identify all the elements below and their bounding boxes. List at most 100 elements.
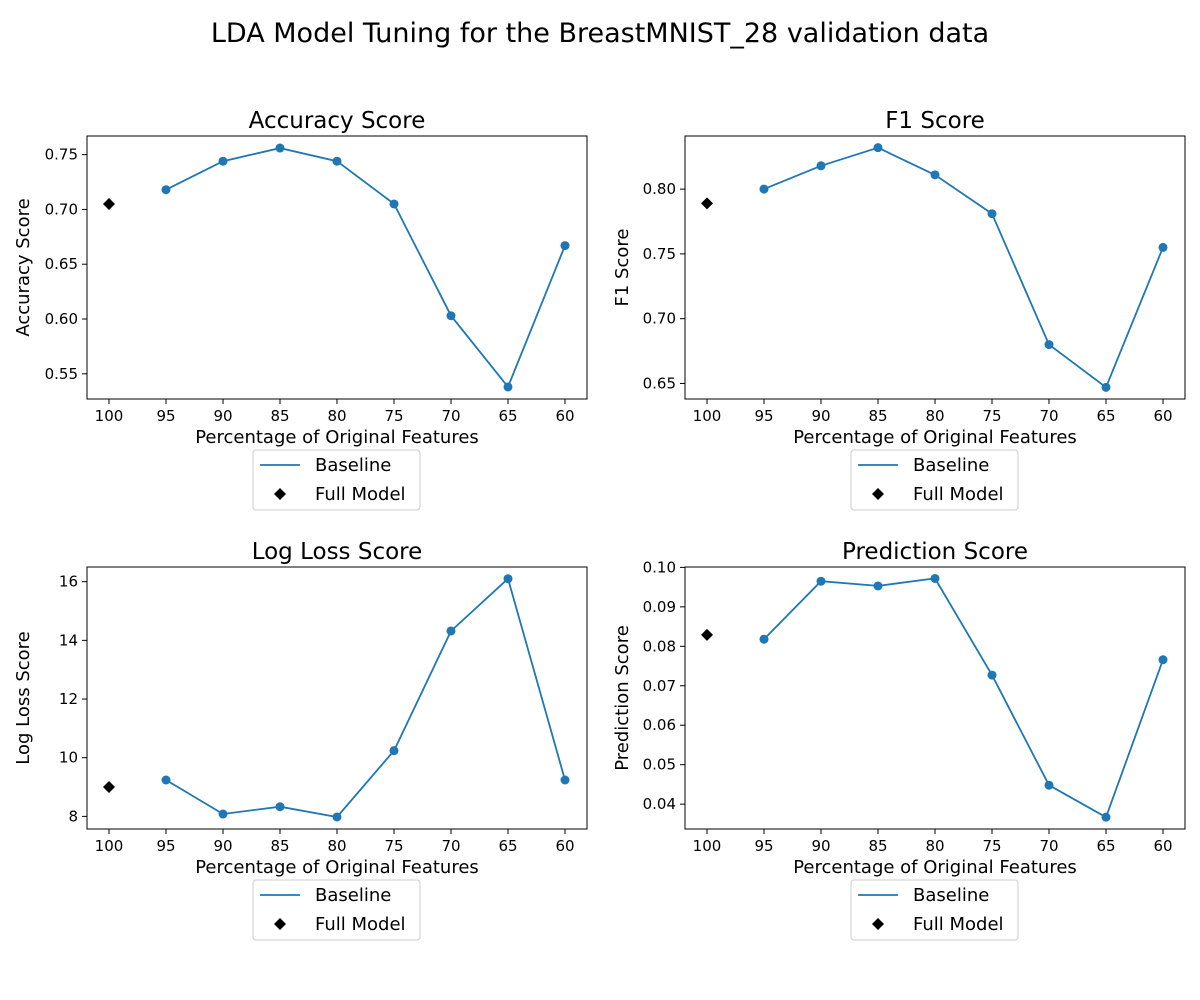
x-tick-label: 70 [1039, 407, 1058, 425]
y-axis-label: Log Loss Score [13, 631, 34, 765]
data-point-baseline [446, 311, 456, 321]
legend-marker-full-model [274, 488, 286, 500]
x-tick-label: 100 [693, 407, 722, 425]
data-point-baseline [759, 634, 769, 644]
x-tick-label: 65 [1096, 407, 1115, 425]
x-tick-label: 85 [270, 407, 289, 425]
data-point-baseline [275, 802, 285, 812]
x-tick-label: 90 [811, 837, 830, 855]
data-point-baseline [332, 812, 342, 822]
x-tick-label: 95 [754, 837, 773, 855]
legend-label-full-model: Full Model [913, 914, 1004, 935]
data-point-baseline [1101, 812, 1111, 822]
data-point-baseline [389, 199, 399, 209]
legend-label-full-model: Full Model [315, 914, 406, 935]
data-point-baseline [816, 161, 826, 171]
data-point-baseline [873, 581, 883, 591]
legend: Baseline Full Model [850, 449, 1019, 511]
legend: Baseline Full Model [252, 879, 421, 941]
data-point-baseline [987, 670, 997, 680]
legend-marker-full-model [274, 918, 286, 930]
x-tick-label: 60 [1153, 837, 1172, 855]
data-point-baseline [759, 184, 769, 194]
plot-frame [86, 135, 588, 400]
series-line-baseline [165, 147, 566, 389]
y-tick-label: 0.80 [643, 180, 676, 198]
chart-panel-1: Accuracy Score 100 95 90 85 80 75 70 65 60 0.55 0.6… [13, 108, 588, 511]
data-point-baseline [161, 185, 171, 195]
y-tick-label: 0.75 [45, 146, 78, 164]
x-tick-label: 65 [498, 407, 517, 425]
plot-frame [86, 566, 588, 830]
y-tick-label: 0.75 [643, 245, 676, 263]
x-tick-label: 95 [754, 407, 773, 425]
series-line-baseline [763, 146, 1164, 389]
y-tick-label: 0.04 [643, 795, 676, 813]
x-axis-label: Percentage of Original Features [793, 857, 1077, 878]
data-point-full-model [701, 628, 713, 641]
y-tick-label: 0.05 [643, 756, 676, 774]
data-point-baseline [218, 809, 228, 819]
data-point-baseline [816, 576, 826, 586]
x-tick-label: 95 [156, 407, 175, 425]
y-tick-label: 0.07 [643, 677, 676, 695]
data-point-baseline [1044, 340, 1054, 350]
data-point-baseline [1158, 242, 1168, 252]
x-tick-label: 60 [555, 407, 574, 425]
x-tick-label: 85 [868, 837, 887, 855]
y-tick-label: 0.55 [45, 365, 78, 383]
x-axis-label: Percentage of Original Features [793, 427, 1077, 448]
figure-title: LDA Model Tuning for the BreastMNIST_28 … [211, 18, 989, 49]
legend-label-baseline: Baseline [315, 885, 391, 906]
data-point-baseline [930, 573, 940, 583]
x-tick-label: 70 [441, 837, 460, 855]
x-tick-label: 75 [384, 407, 403, 425]
data-point-baseline [1044, 780, 1054, 790]
series-line-baseline [763, 577, 1164, 819]
x-tick-label: 90 [213, 837, 232, 855]
data-point-baseline [161, 775, 171, 785]
x-axis-label: Percentage of Original Features [195, 857, 479, 878]
y-tick-label: 0.70 [45, 200, 78, 218]
x-tick-label: 100 [693, 837, 722, 855]
legend-label-full-model: Full Model [315, 484, 406, 505]
chart-panel-2: F1 Score 100 95 90 85 80 75 70 65 60 0.65 0.70 0.75 0… [612, 108, 1186, 511]
x-tick-label: 60 [555, 837, 574, 855]
data-point-baseline [930, 170, 940, 180]
data-point-full-model [701, 197, 713, 210]
data-point-baseline [332, 156, 342, 166]
y-tick-label: 0.06 [643, 716, 676, 734]
y-axis-label: Prediction Score [612, 625, 633, 771]
data-point-baseline [218, 156, 228, 166]
x-tick-label: 100 [95, 407, 124, 425]
plot-frame [684, 566, 1186, 830]
y-axis-label: F1 Score [612, 229, 633, 307]
chart-title: Log Loss Score [252, 539, 423, 565]
chart-title: Accuracy Score [249, 108, 426, 134]
x-tick-label: 80 [327, 837, 346, 855]
legend-label-baseline: Baseline [315, 455, 391, 476]
data-point-baseline [560, 241, 570, 251]
legend-label-baseline: Baseline [913, 455, 989, 476]
x-axis-label: Percentage of Original Features [195, 427, 479, 448]
data-point-baseline [503, 382, 513, 392]
data-point-baseline [987, 209, 997, 219]
y-tick-label: 0.09 [643, 598, 676, 616]
x-tick-label: 85 [868, 407, 887, 425]
data-point-baseline [275, 143, 285, 153]
chart-panel-4: Prediction Score 100 95 90 85 80 75 70 65 60 0.04 0… [612, 539, 1186, 941]
y-tick-label: 0.65 [643, 374, 676, 392]
y-tick-label: 10 [59, 749, 78, 767]
chart-panels: Accuracy Score 100 95 90 85 80 75 70 65 60 0.55 0.6… [13, 108, 1186, 941]
x-tick-label: 75 [384, 837, 403, 855]
data-point-baseline [560, 775, 570, 785]
x-tick-label: 80 [925, 407, 944, 425]
y-tick-label: 8 [68, 807, 78, 825]
data-point-baseline [873, 143, 883, 153]
legend-label-baseline: Baseline [913, 885, 989, 906]
plot-frame [684, 135, 1186, 400]
y-tick-label: 0.08 [643, 637, 676, 655]
x-tick-label: 70 [441, 407, 460, 425]
x-tick-label: 75 [982, 837, 1001, 855]
x-tick-label: 95 [156, 837, 175, 855]
